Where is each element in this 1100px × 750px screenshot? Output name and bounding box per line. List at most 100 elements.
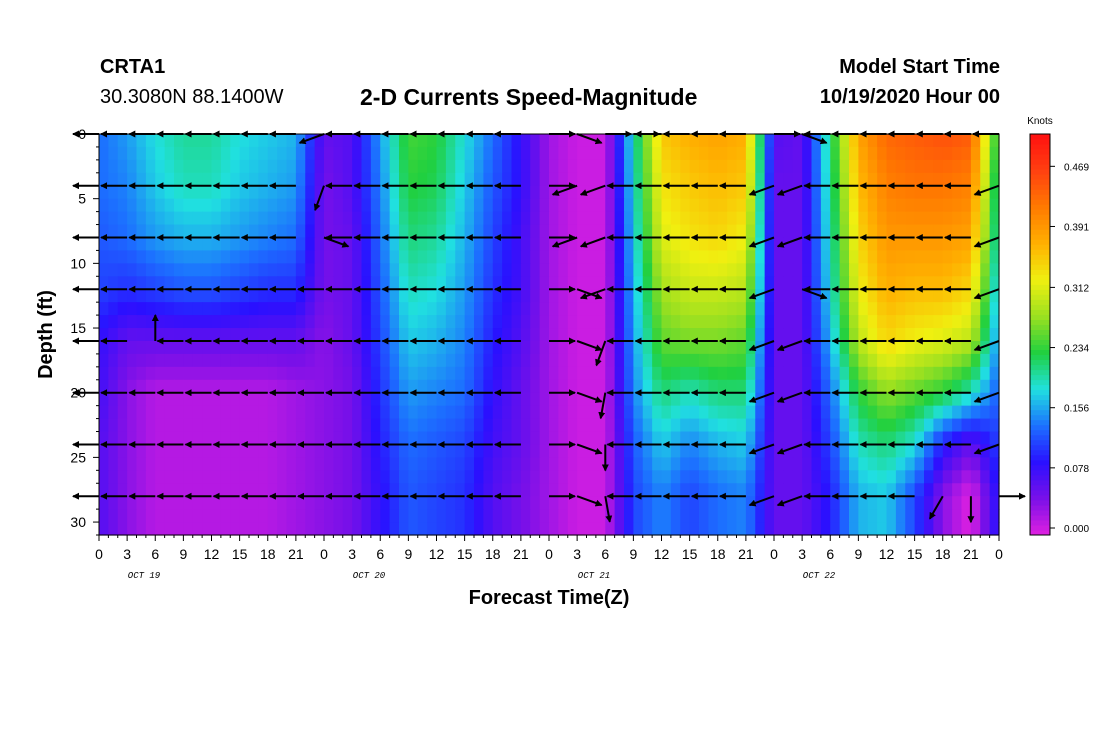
heatmap-cell — [474, 431, 484, 446]
heatmap-cell — [417, 379, 428, 394]
heatmap-cell — [877, 211, 888, 226]
colorbar-swatch — [1030, 149, 1050, 155]
heatmap-cell — [970, 315, 981, 329]
heatmap-cell — [877, 146, 888, 161]
heatmap-cell — [277, 237, 288, 252]
heatmap-cell — [370, 276, 381, 290]
heatmap-cell — [492, 263, 503, 277]
heatmap-cell — [295, 315, 306, 329]
heatmap-cell — [258, 509, 269, 523]
heatmap-cell — [980, 198, 991, 213]
heatmap-cell — [211, 224, 222, 239]
heatmap-cell — [324, 237, 334, 252]
heatmap-cell — [717, 328, 728, 342]
heatmap-cell — [305, 483, 316, 497]
heatmap-cell — [980, 457, 991, 471]
heatmap-cell — [605, 470, 616, 484]
heatmap-cell — [174, 470, 184, 484]
heatmap-cell — [642, 340, 653, 355]
heatmap-cell — [352, 509, 363, 523]
heatmap-cell — [427, 522, 438, 536]
heatmap-cell — [305, 405, 316, 420]
heatmap-cell — [792, 146, 803, 161]
heatmap-cell — [352, 405, 363, 420]
heatmap-cell — [689, 134, 700, 148]
heatmap-cell — [886, 444, 897, 458]
heatmap-cell — [614, 172, 625, 187]
heatmap-cell — [342, 263, 353, 277]
heatmap-cell — [849, 522, 859, 536]
heatmap-cell — [802, 366, 813, 381]
heatmap-cell — [511, 237, 522, 252]
heatmap-cell — [389, 172, 400, 187]
heatmap-cell — [239, 353, 250, 368]
heatmap-cell — [727, 211, 738, 226]
heatmap-cell — [736, 159, 747, 174]
heatmap-cell — [727, 146, 738, 161]
heatmap-cell — [108, 457, 119, 471]
heatmap-cell — [136, 444, 147, 458]
heatmap-cell — [652, 418, 663, 433]
heatmap-cell — [595, 211, 606, 226]
x-tick-label: 15 — [232, 546, 248, 562]
heatmap-cell — [905, 457, 916, 471]
heatmap-cell — [464, 289, 475, 303]
heatmap-cell — [745, 146, 756, 161]
heatmap-cell — [267, 289, 278, 303]
heatmap-cell — [492, 431, 503, 446]
heatmap-cell — [680, 211, 691, 226]
heatmap-cell — [277, 366, 288, 381]
heatmap-cell — [689, 431, 700, 446]
heatmap-cell — [933, 457, 944, 471]
heatmap-cell — [774, 431, 784, 446]
heatmap-cell — [211, 198, 222, 213]
heatmap-cell — [792, 340, 803, 355]
heatmap-cell — [558, 146, 569, 161]
heatmap-cell — [99, 172, 109, 187]
heatmap-cell — [642, 509, 653, 523]
heatmap-cell — [249, 340, 259, 355]
heatmap-cell — [652, 172, 663, 187]
heatmap-cell — [642, 483, 653, 497]
heatmap-cell — [436, 211, 447, 226]
heatmap-cell — [174, 366, 184, 381]
heatmap-cell — [549, 392, 559, 407]
heatmap-cell — [230, 457, 241, 471]
heatmap-cell — [417, 509, 428, 523]
heatmap-cell — [867, 366, 878, 381]
heatmap-cell — [427, 315, 438, 329]
heatmap-cell — [877, 250, 888, 264]
heatmap-cell — [389, 444, 400, 458]
heatmap-cell — [417, 431, 428, 446]
heatmap-cell — [333, 185, 344, 200]
heatmap-cell — [361, 263, 372, 277]
heatmap-cell — [399, 250, 409, 264]
heatmap-cell — [249, 224, 259, 239]
heatmap-cell — [895, 496, 906, 510]
heatmap-cell — [961, 457, 972, 471]
heatmap-cell — [417, 250, 428, 264]
heatmap-cell — [474, 185, 484, 200]
heatmap-cell — [342, 509, 353, 523]
heatmap-cell — [239, 522, 250, 536]
heatmap-cell — [830, 211, 841, 226]
heatmap-cell — [445, 366, 456, 381]
heatmap-cell — [192, 496, 203, 510]
heatmap-cell — [389, 289, 400, 303]
heatmap-cell — [567, 457, 578, 471]
heatmap-cell — [502, 263, 513, 277]
heatmap-cell — [633, 366, 644, 381]
heatmap-cell — [295, 418, 306, 433]
heatmap-cell — [192, 159, 203, 174]
heatmap-cell — [417, 522, 428, 536]
heatmap-cell — [680, 509, 691, 523]
current-vector — [748, 236, 775, 248]
heatmap-cell — [520, 211, 531, 226]
heatmap-cell — [333, 431, 344, 446]
heatmap-cell — [858, 353, 869, 368]
heatmap-cell — [633, 134, 644, 148]
heatmap-cell — [455, 522, 466, 536]
heatmap-cell — [202, 172, 213, 187]
heatmap-cell — [408, 289, 419, 303]
heatmap-cell — [530, 328, 541, 342]
